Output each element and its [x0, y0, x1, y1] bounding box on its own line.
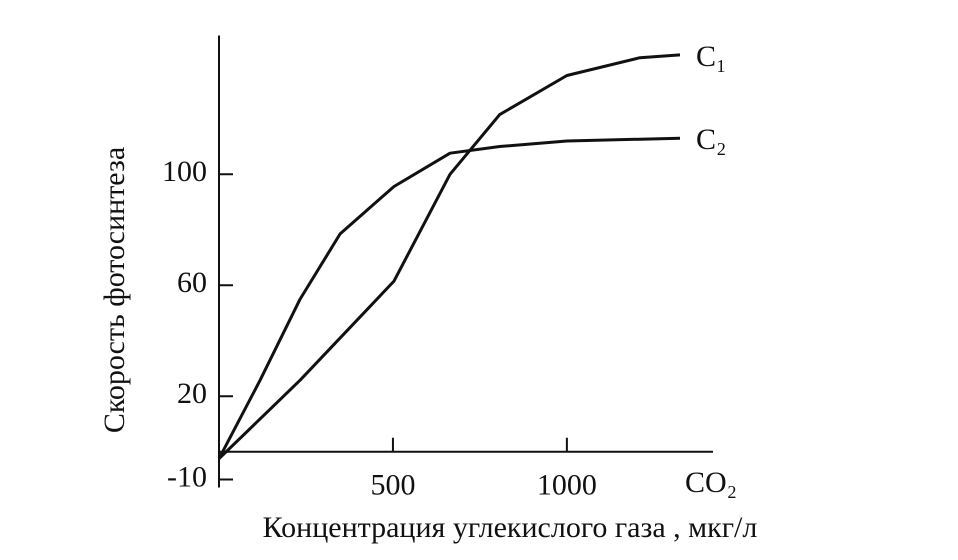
- line-series: [217, 136, 681, 460]
- y-tick-label: 20: [177, 377, 207, 410]
- series-label: C₂: [696, 123, 726, 156]
- line-series: [217, 53, 681, 460]
- y-tick-label: 100: [162, 155, 207, 188]
- x-axis-title: Концентрация углекислого газа , мкг/л: [263, 511, 758, 544]
- series-label: C₁: [696, 40, 726, 73]
- x-tick-label: 500: [370, 469, 415, 502]
- x-axis-end-label: CO₂: [685, 466, 737, 499]
- y-tick-label: 60: [177, 266, 207, 299]
- x-tick-label: 1000: [537, 469, 597, 502]
- y-axis-title: Скорость фотосинтеза: [98, 147, 131, 433]
- y-tick-label: -10: [167, 460, 207, 493]
